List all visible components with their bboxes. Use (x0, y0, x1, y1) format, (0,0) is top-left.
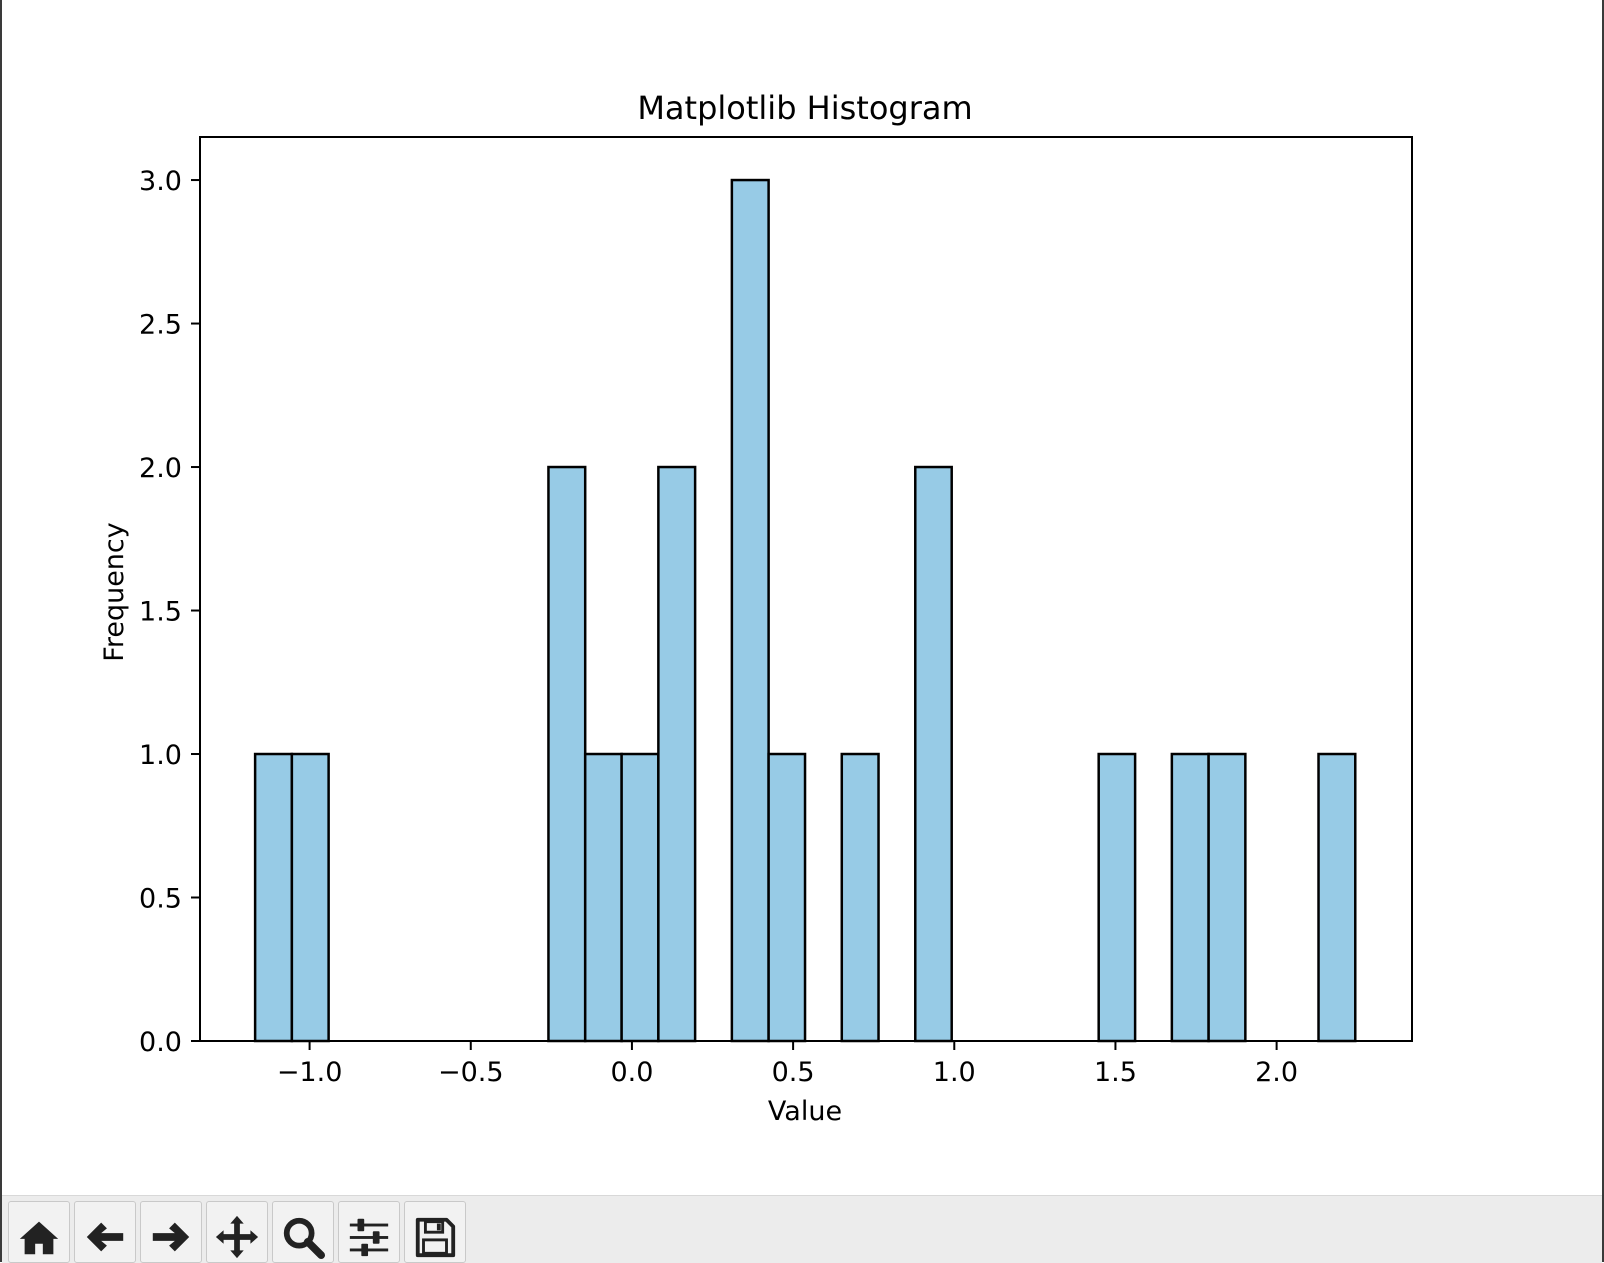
y-tick-label: 0.5 (139, 884, 182, 915)
zoom-button[interactable] (272, 1201, 334, 1263)
x-tick-label: 0.0 (610, 1057, 653, 1088)
y-tick-label: 3.0 (139, 166, 182, 197)
histogram-bar-4 (620, 752, 660, 1043)
y-tick-label: 2.5 (139, 310, 182, 341)
y-tick-label: 1.0 (139, 740, 182, 771)
arrow-left-icon (86, 1222, 124, 1252)
x-tick-label: 1.5 (1094, 1057, 1137, 1088)
floppy-disk-icon (415, 1217, 456, 1258)
home-button[interactable] (8, 1201, 70, 1263)
y-tick-label: 0.0 (139, 1027, 182, 1058)
chart-title: Matplotlib Histogram (637, 89, 972, 127)
magnifier-icon (283, 1217, 326, 1260)
home-icon (19, 1221, 59, 1255)
plot-frame (199, 136, 1413, 1042)
histogram-bar-6 (730, 178, 770, 1043)
histogram-bar-3 (583, 752, 623, 1043)
histogram-bar-11 (1170, 752, 1210, 1043)
histogram-bar-10 (1097, 752, 1137, 1043)
histogram-bar-0 (253, 752, 294, 1043)
save-button[interactable] (404, 1201, 466, 1263)
forward-button[interactable] (140, 1201, 202, 1263)
histogram-bar-1 (290, 752, 330, 1043)
figure-canvas: Matplotlib Histogram Value Frequency −1.… (2, 0, 1602, 1195)
histogram-chart: Matplotlib Histogram Value Frequency −1.… (99, 89, 1413, 1127)
arrow-right-icon (152, 1222, 190, 1252)
x-tick-label: −0.5 (438, 1057, 504, 1088)
navigation-toolbar (2, 1195, 1602, 1263)
pan-button[interactable] (206, 1201, 268, 1263)
x-tick-label: 2.0 (1255, 1057, 1298, 1088)
sliders-icon (349, 1218, 389, 1257)
ticks-group: −1.0 −0.5 0.0 0.5 1.0 1.5 2.0 0.0 0.5 1.0 1.5 2.0 2.… (139, 166, 1298, 1088)
histogram-bar-7 (767, 752, 807, 1043)
histogram-bar-2 (547, 465, 587, 1043)
y-tick-label: 2.0 (139, 453, 182, 484)
back-button[interactable] (74, 1201, 136, 1263)
x-axis-label: Value (768, 1096, 842, 1127)
histogram-bar-8 (840, 752, 880, 1043)
y-tick-label: 1.5 (139, 597, 182, 628)
move-icon (215, 1215, 259, 1259)
x-tick-label: −1.0 (277, 1057, 343, 1088)
x-tick-label: 1.0 (933, 1057, 976, 1088)
x-tick-label: 0.5 (772, 1057, 815, 1088)
histogram-bar-13 (1317, 752, 1357, 1043)
histogram-bar-9 (914, 465, 953, 1043)
histogram-bar-12 (1207, 752, 1247, 1043)
y-axis-label: Frequency (99, 522, 130, 662)
configure-subplots-button[interactable] (338, 1201, 400, 1263)
histogram-bar-5 (657, 465, 697, 1043)
bars-group (253, 178, 1357, 1043)
